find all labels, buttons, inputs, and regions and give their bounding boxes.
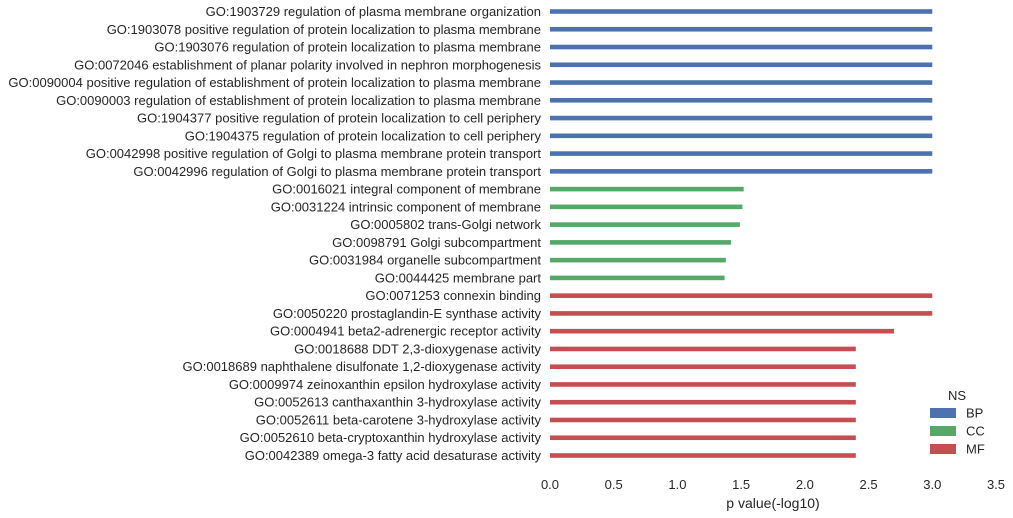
bar-mf xyxy=(550,346,856,352)
category-label: GO:0016021 integral component of membran… xyxy=(272,182,541,197)
legend-label-bp: BP xyxy=(966,406,983,421)
category-label: GO:0005802 trans-Golgi network xyxy=(350,217,541,232)
category-label: GO:0004941 beta2-adrenergic receptor act… xyxy=(270,324,541,339)
bar-cc xyxy=(550,204,743,210)
category-label: GO:1904375 regulation of protein localiz… xyxy=(185,128,542,143)
bar-cc xyxy=(550,275,725,281)
category-label: GO:0018688 DDT 2,3-dioxygenase activity xyxy=(294,341,541,356)
category-label: GO:0090004 positive regulation of establ… xyxy=(8,75,541,90)
bar-cc xyxy=(550,222,740,227)
bar-bp xyxy=(550,80,933,85)
bar-mf xyxy=(550,328,895,334)
category-label: GO:0042998 positive regulation of Golgi … xyxy=(86,146,542,161)
bar-mf xyxy=(550,364,856,369)
bar-mf xyxy=(550,435,856,441)
bar-mf xyxy=(550,417,856,423)
x-tick-label: 1.5 xyxy=(732,477,750,492)
bar-mf xyxy=(550,399,856,405)
category-label: GO:0031224 intrinsic component of membra… xyxy=(271,199,541,214)
bar-bp xyxy=(550,169,933,174)
x-tick-label: 3.5 xyxy=(987,477,1005,492)
legend-swatch-cc xyxy=(930,426,956,436)
bar-cc xyxy=(550,186,744,192)
category-label: GO:0071253 connexin binding xyxy=(365,288,541,303)
legend-label-mf: MF xyxy=(966,442,985,457)
category-label: GO:0090003 regulation of establishment o… xyxy=(56,93,541,108)
category-label: GO:0052611 beta-carotene 3-hydroxylase a… xyxy=(256,412,542,427)
bar-bp xyxy=(550,133,933,139)
bar-bp xyxy=(550,62,933,68)
legend-swatch-bp xyxy=(930,408,956,418)
bar-bp xyxy=(550,44,933,50)
category-label: GO:0031984 organelle subcompartment xyxy=(309,253,541,268)
bar-mf xyxy=(550,293,933,298)
legend: NS BP CC MF xyxy=(930,388,985,457)
category-label: GO:0098791 Golgi subcompartment xyxy=(332,235,541,250)
category-label: GO:0072046 establishment of planar polar… xyxy=(74,57,541,72)
x-tick-label: 1.0 xyxy=(668,477,686,492)
bars-group xyxy=(550,9,933,458)
category-label: GO:1903729 regulation of plasma membrane… xyxy=(206,4,541,19)
category-label: GO:1903078 positive regulation of protei… xyxy=(107,22,541,37)
bar-cc xyxy=(550,240,731,245)
x-axis-ticks: 0.0 0.5 1.0 1.5 2.0 2.5 3.0 3.5 xyxy=(541,477,1005,492)
category-label: GO:0044425 membrane part xyxy=(375,270,542,285)
category-label: GO:0042996 regulation of Golgi to plasma… xyxy=(133,164,541,179)
legend-label-cc: CC xyxy=(966,424,985,439)
x-tick-label: 2.5 xyxy=(860,477,878,492)
bar-mf xyxy=(550,311,933,316)
legend-swatch-mf xyxy=(930,444,956,454)
x-tick-label: 0.0 xyxy=(541,477,559,492)
category-label: GO:0009974 zeinoxanthin epsilon hydroxyl… xyxy=(229,377,542,392)
bar-mf xyxy=(550,382,856,387)
bar-bp xyxy=(550,26,933,32)
bar-bp xyxy=(550,98,933,103)
bar-cc xyxy=(550,257,726,263)
bar-bp xyxy=(550,151,933,156)
category-label: GO:0052610 beta-cryptoxanthin hydroxylas… xyxy=(240,430,542,445)
category-label: GO:0042389 omega-3 fatty acid desaturase… xyxy=(245,448,542,463)
category-label: GO:1904377 positive regulation of protei… xyxy=(137,111,541,126)
x-tick-label: 3.0 xyxy=(923,477,941,492)
category-label: GO:1903076 regulation of protein localiz… xyxy=(154,40,541,55)
category-labels: GO:1903729 regulation of plasma membrane… xyxy=(8,4,541,463)
category-label: GO:0018689 naphthalene disulfonate 1,2-d… xyxy=(183,359,542,374)
category-label: GO:0052613 canthaxanthin 3-hydroxylase a… xyxy=(254,395,541,410)
x-tick-label: 2.0 xyxy=(796,477,814,492)
bar-mf xyxy=(550,453,856,458)
bar-bp xyxy=(550,115,933,121)
x-tick-label: 0.5 xyxy=(605,477,623,492)
category-label: GO:0050220 prostaglandin-E synthase acti… xyxy=(273,306,542,321)
legend-title: NS xyxy=(948,388,966,403)
bar-bp xyxy=(550,9,933,14)
x-axis-label: p value(-log10) xyxy=(726,495,819,511)
